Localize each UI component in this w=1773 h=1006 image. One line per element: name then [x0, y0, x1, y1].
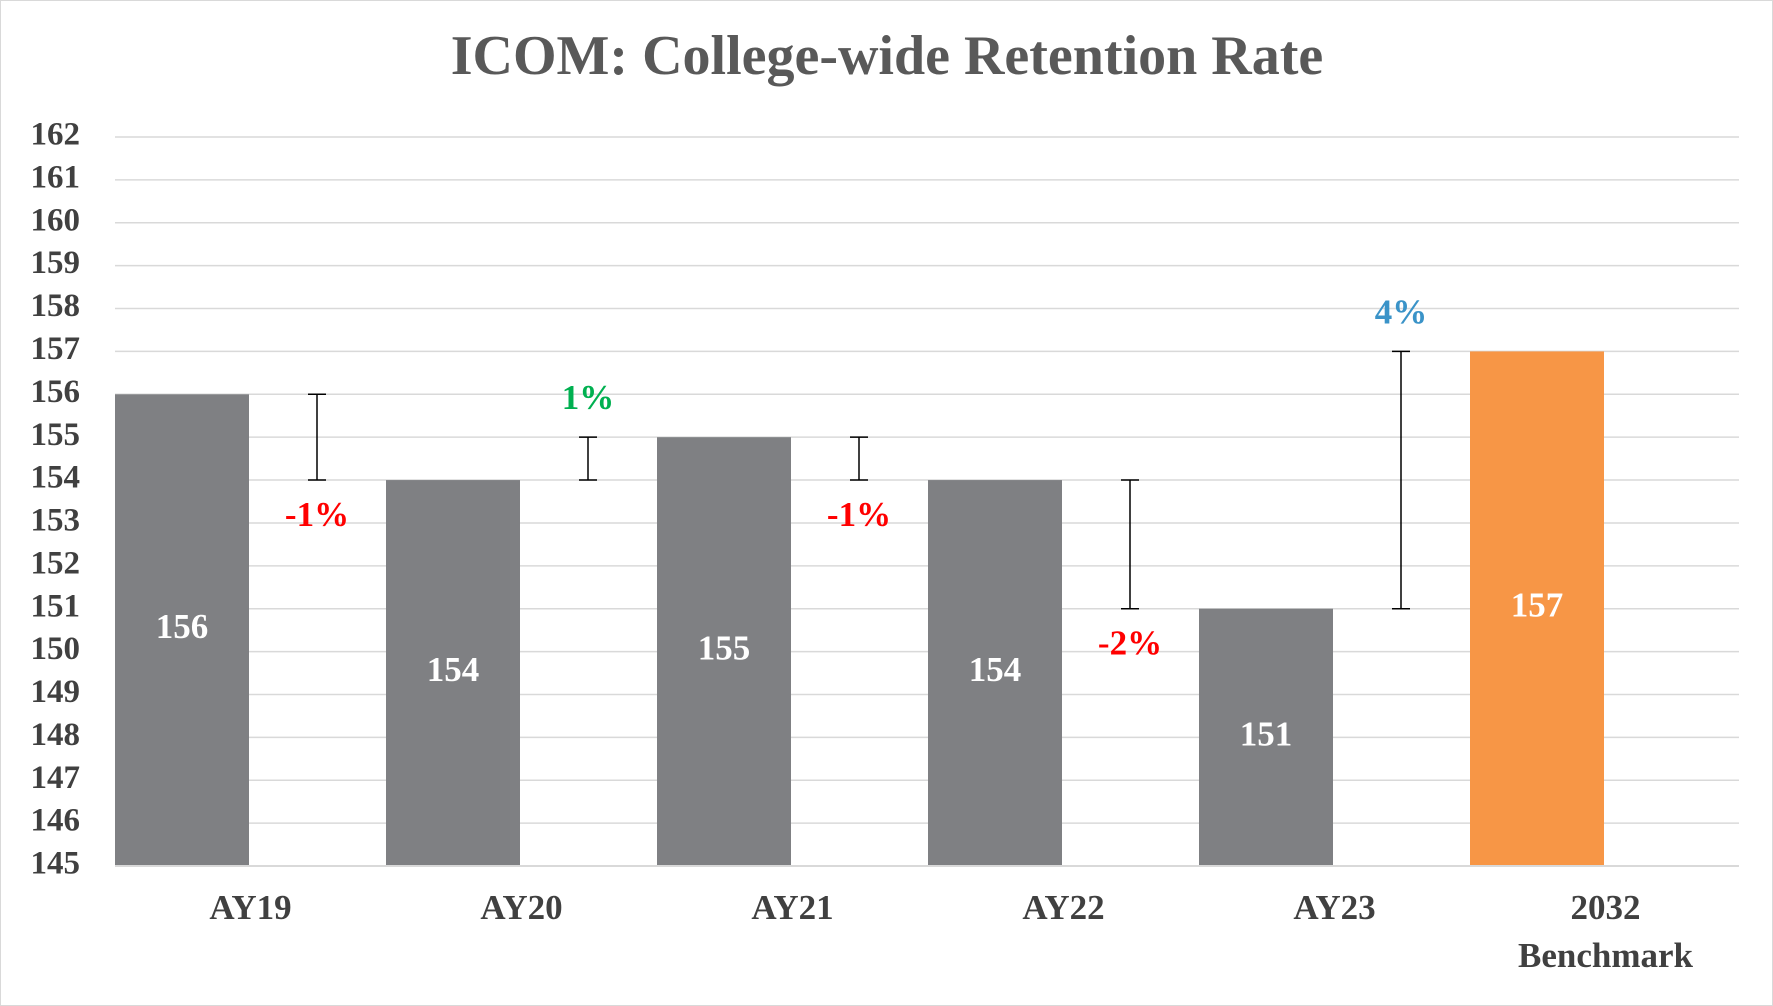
- value-label: 156: [156, 607, 209, 646]
- bar: [1199, 608, 1333, 866]
- x-tick-label: AY20: [480, 888, 563, 927]
- y-tick-label: 150: [31, 631, 81, 667]
- bar: [115, 394, 249, 866]
- y-tick-label: 159: [31, 245, 81, 281]
- bar: [1470, 351, 1604, 867]
- value-label: 154: [969, 650, 1022, 689]
- y-tick-label: 157: [31, 331, 81, 367]
- value-label: 154: [427, 650, 480, 689]
- y-tick-label: 145: [31, 846, 81, 882]
- change-label: -2%: [1098, 624, 1162, 663]
- bar: [657, 437, 791, 866]
- x-tick-label: 2032 Benchmark: [1518, 888, 1693, 975]
- x-tick-label: AY21: [751, 888, 834, 927]
- change-label: 1%: [562, 378, 615, 417]
- x-tick-label: AY19: [209, 888, 292, 927]
- y-tick-label: 162: [31, 117, 81, 153]
- bar: [928, 480, 1062, 866]
- change-label: 4%: [1375, 292, 1428, 331]
- y-tick-label: 147: [31, 760, 81, 796]
- value-label: 155: [698, 629, 751, 668]
- bar: [386, 480, 520, 866]
- y-tick-label: 160: [31, 202, 81, 238]
- y-tick-label: 154: [31, 460, 81, 496]
- change-label: -1%: [827, 495, 891, 534]
- y-tick-label: 148: [31, 717, 81, 753]
- y-tick-label: 149: [31, 674, 81, 710]
- x-tick-label: AY22: [1022, 888, 1105, 927]
- x-tick-label: AY23: [1293, 888, 1376, 927]
- y-tick-label: 158: [31, 288, 81, 324]
- y-tick-label: 153: [31, 503, 81, 539]
- value-label: 151: [1240, 714, 1293, 753]
- y-tick-label: 151: [31, 588, 81, 624]
- y-tick-label: 146: [31, 803, 81, 839]
- y-tick-label: 155: [31, 417, 81, 453]
- y-tick-label: 156: [31, 374, 81, 410]
- chart-title: ICOM: College-wide Retention Rate: [451, 25, 1323, 87]
- y-tick-label: 161: [31, 159, 81, 195]
- value-label: 157: [1511, 586, 1564, 625]
- y-tick-label: 152: [31, 545, 81, 581]
- change-label: -1%: [285, 495, 349, 534]
